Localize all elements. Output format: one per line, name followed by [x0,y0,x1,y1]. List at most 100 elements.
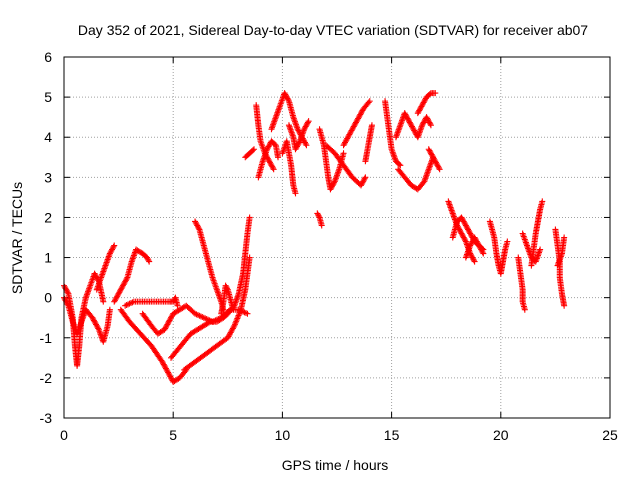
data-point [302,140,309,147]
series-arc-19 [314,210,325,229]
data-point [504,238,511,245]
x-tick-label: 25 [602,427,618,443]
data-point [480,250,487,257]
series-arc-34 [528,198,546,269]
data-point [64,301,71,308]
data-point [246,214,253,221]
data-point [470,257,477,264]
y-tick-label: 4 [44,129,52,145]
series-arc-18 [316,126,347,193]
data-point [270,166,277,173]
series-arc-8 [168,214,253,361]
data-point [195,225,202,232]
data-point [269,164,276,171]
x-axis-label: GPS time / hours [282,457,389,473]
x-tick-label: 10 [275,427,291,443]
x-tick-label: 15 [384,427,400,443]
axis-ticks [63,56,611,419]
data-point [521,306,528,313]
data-point [396,161,403,168]
data-point [368,122,375,129]
y-tick-label: 1 [44,250,52,266]
grid [64,57,610,418]
data-point [303,142,310,149]
data-point [366,98,373,105]
data-point [244,310,251,317]
data-point [462,237,469,244]
y-tick-label: -1 [40,330,53,346]
y-tick-label: 3 [44,169,52,185]
series-arc-22 [362,122,375,165]
series-arc-28 [445,198,478,265]
x-tick-label: 20 [493,427,509,443]
series-arc-20 [323,142,369,189]
data-point [365,99,372,106]
y-tick-label: -2 [40,370,53,386]
x-tick-labels: 0 5 10 15 20 25 [60,427,618,443]
data-point [246,254,253,261]
data-point [285,96,292,103]
data-point [305,118,312,125]
data-point [145,257,152,264]
series-arc-26 [414,90,439,117]
y-tick-label: 5 [44,89,52,105]
data-point [362,174,369,181]
y-tick-label: 6 [44,49,52,65]
data-point [537,246,544,253]
series-arc-9 [181,254,253,373]
series-arc-14 [255,138,282,181]
data-point [331,179,338,186]
data-point [249,147,256,154]
series-arc-21 [340,98,373,149]
data-point [174,302,181,309]
series-arc-17 [279,138,299,197]
x-tick-label: 0 [60,427,68,443]
series-arc-3 [93,242,118,293]
data-point [95,325,102,332]
data-points [61,90,568,385]
series-arc-15 [268,90,310,149]
series-arc-6 [117,306,190,385]
series-arc-23 [382,98,404,169]
x-tick-label: 5 [169,427,177,443]
data-point [296,139,303,146]
series-arc-24 [392,110,434,141]
series-arc-32 [515,254,528,313]
data-point [292,190,299,197]
series-arc-16 [285,118,312,153]
data-point [361,175,368,182]
series-arc-30 [462,234,487,261]
data-point [435,164,442,171]
data-point [315,213,322,220]
data-point [427,120,434,127]
y-tick-label: 0 [44,290,52,306]
series-arc-11 [218,282,236,317]
series-arc-27 [425,146,443,173]
y-tick-labels: -3 -2 -1 0 1 2 3 4 5 6 [40,49,53,426]
data-point [561,234,568,241]
y-tick-label: 2 [44,209,52,225]
data-point [106,306,113,313]
data-point [561,302,568,309]
data-point [318,222,325,229]
data-point [471,258,478,265]
data-point [397,162,404,169]
data-point [479,249,486,256]
series-arc-2 [61,294,113,345]
data-point [206,319,213,326]
plot-frame [63,56,611,419]
series-arc-12 [242,146,258,161]
series-arc-36 [554,234,568,269]
series-arc-31 [486,218,511,277]
data-point [539,198,546,205]
data-point [432,90,439,97]
data-point [427,122,434,129]
data-point [110,243,117,250]
chart-title: Day 352 of 2021, Sidereal Day-to-day VTE… [78,22,588,38]
data-point [146,258,153,265]
data-point [251,146,258,153]
series-arc-25 [395,154,437,193]
data-point [229,302,236,309]
y-tick-label: -3 [40,410,53,426]
